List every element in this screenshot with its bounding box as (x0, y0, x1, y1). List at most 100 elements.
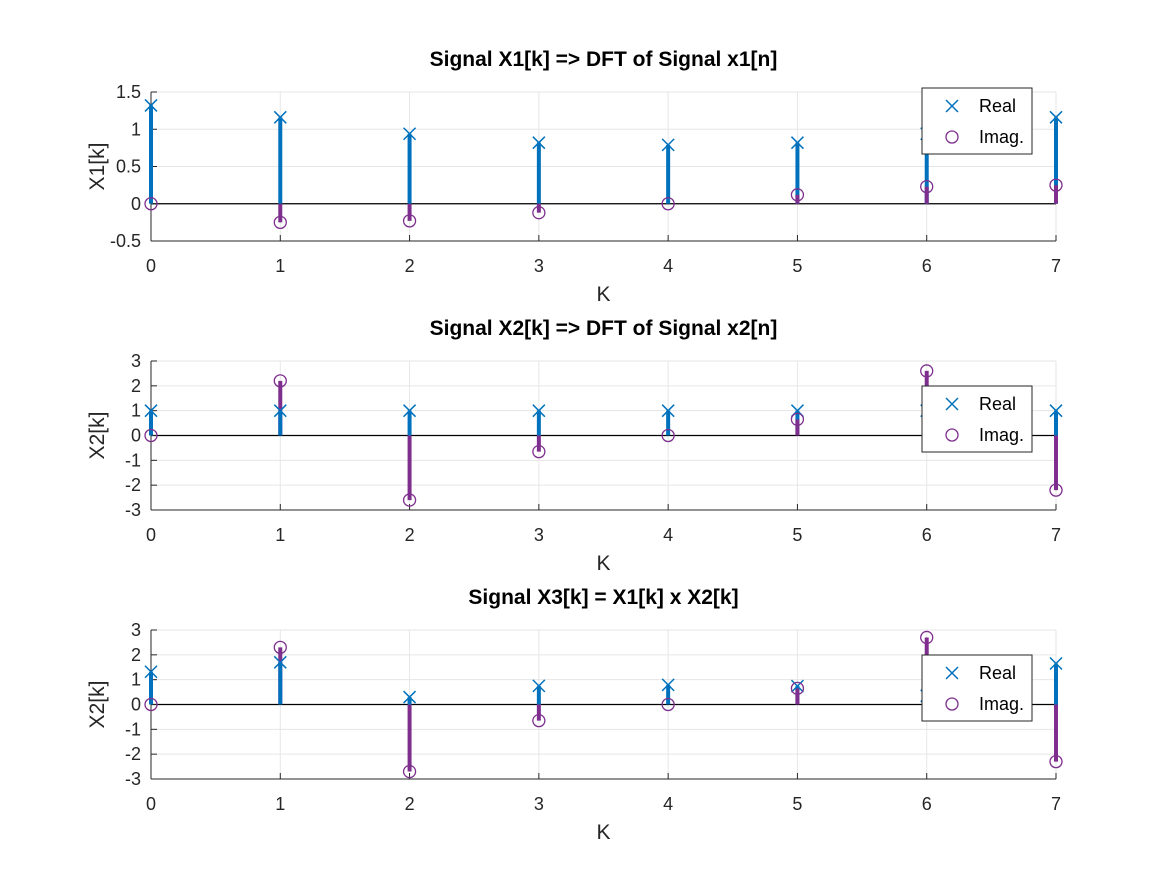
imag-marker (402, 764, 417, 779)
real-marker (403, 690, 417, 704)
legend-imag-icon (945, 428, 959, 442)
real-marker (144, 665, 158, 679)
real-marker (1049, 656, 1063, 671)
real-marker (403, 127, 417, 141)
legend-real-label: Real (979, 663, 1016, 683)
legend-imag-icon (945, 130, 959, 144)
y-tick-label: -2 (125, 475, 141, 495)
real-marker (403, 404, 417, 418)
x-tick-label: 5 (792, 794, 802, 814)
y-axis-label: X1[k] (86, 143, 109, 191)
legend-real-icon (945, 666, 959, 680)
legend-imag-icon (945, 697, 959, 711)
imag-marker (661, 428, 675, 443)
imag-marker (661, 697, 675, 712)
y-tick-label: 2 (131, 645, 141, 665)
imag-marker (1049, 483, 1063, 497)
y-tick-label: -0.5 (110, 231, 141, 251)
x-tick-label: 6 (922, 525, 932, 545)
y-tick-label: 1.5 (116, 82, 141, 102)
x-tick-label: 2 (405, 794, 415, 814)
x-tick-label: 4 (663, 525, 673, 545)
legend-real-icon (945, 99, 959, 113)
x-tick-label: 0 (146, 794, 156, 814)
real-marker (1049, 110, 1063, 124)
plot-title: Signal X2[k] => DFT of Signal x2[n] (430, 317, 778, 340)
imag-marker (790, 412, 805, 427)
x-tick-label: 1 (275, 794, 285, 814)
imag-marker (790, 188, 805, 202)
legend: Real Imag. (921, 654, 1033, 722)
real-marker (661, 138, 675, 152)
real-marker (532, 136, 546, 150)
real-marker (273, 110, 287, 124)
x-tick-label: 5 (792, 256, 802, 276)
imag-marker (532, 713, 546, 728)
imag-marker (920, 630, 934, 645)
x-axis-label: K (596, 283, 610, 306)
x-tick-label: 4 (663, 256, 673, 276)
imag-marker (144, 197, 158, 211)
x-tick-label: 6 (922, 256, 932, 276)
legend: Real Imag. (921, 87, 1033, 155)
x-tick-label: 2 (405, 525, 415, 545)
real-marker (661, 404, 675, 418)
legend-imag-label: Imag. (979, 694, 1024, 714)
x-tick-label: 3 (534, 794, 544, 814)
y-axis-label: X2[k] (86, 681, 109, 729)
y-tick-label: 1 (131, 119, 141, 139)
real-marker (144, 98, 158, 112)
x-tick-label: 1 (275, 256, 285, 276)
real-marker (273, 404, 287, 418)
x-tick-label: 0 (146, 256, 156, 276)
x-tick-label: 7 (1051, 256, 1061, 276)
real-marker (532, 679, 546, 693)
y-tick-label: 0.5 (116, 157, 141, 177)
imag-marker (144, 697, 158, 712)
imag-marker (532, 206, 546, 220)
y-tick-label: 0 (131, 695, 141, 715)
plot-panel-3: 0 1 2 3 4 5 6 7 -3 -2 -1 0 1 2 3 Signal X3[k] = X1[k] x… (86, 586, 1063, 844)
legend-imag-label: Imag. (979, 127, 1024, 147)
y-tick-label: 0 (131, 194, 141, 214)
real-marker (532, 404, 546, 418)
x-tick-label: 5 (792, 525, 802, 545)
imag-marker (402, 493, 417, 507)
x-axis-label: K (596, 552, 610, 575)
plot-panel-2: 0 1 2 3 4 5 6 7 -3 -2 -1 0 1 2 3 Signal X2[k] => DFT of… (86, 317, 1063, 575)
x-tick-label: 3 (534, 256, 544, 276)
x-tick-label: 3 (534, 525, 544, 545)
imag-marker (1049, 754, 1063, 769)
y-axis-label: X2[k] (86, 412, 109, 460)
y-tick-label: -3 (125, 769, 141, 789)
x-tick-label: 7 (1051, 794, 1061, 814)
legend-box (921, 87, 1033, 155)
y-tick-label: -1 (125, 450, 141, 470)
legend-real-label: Real (979, 394, 1016, 414)
imag-marker (532, 444, 546, 459)
plot-title: Signal X1[k] => DFT of Signal x1[n] (430, 48, 778, 71)
real-marker (790, 136, 804, 150)
x-tick-label: 4 (663, 794, 673, 814)
y-tick-label: 3 (131, 351, 141, 371)
real-marker (273, 655, 287, 669)
real-marker (790, 679, 804, 693)
x-tick-label: 6 (922, 794, 932, 814)
imag-marker (402, 214, 417, 228)
y-tick-label: 1 (131, 670, 141, 690)
imag-marker (920, 179, 934, 194)
x-tick-label: 0 (146, 525, 156, 545)
legend-real-icon (945, 397, 959, 411)
legend-box (921, 654, 1033, 722)
y-tick-label: -3 (125, 500, 141, 520)
x-tick-label: 2 (405, 256, 415, 276)
real-marker (1049, 404, 1063, 418)
real-marker (661, 678, 675, 692)
legend-imag-label: Imag. (979, 425, 1024, 445)
imag-marker (273, 374, 287, 388)
legend-box (921, 385, 1033, 453)
legend-real-label: Real (979, 96, 1016, 116)
